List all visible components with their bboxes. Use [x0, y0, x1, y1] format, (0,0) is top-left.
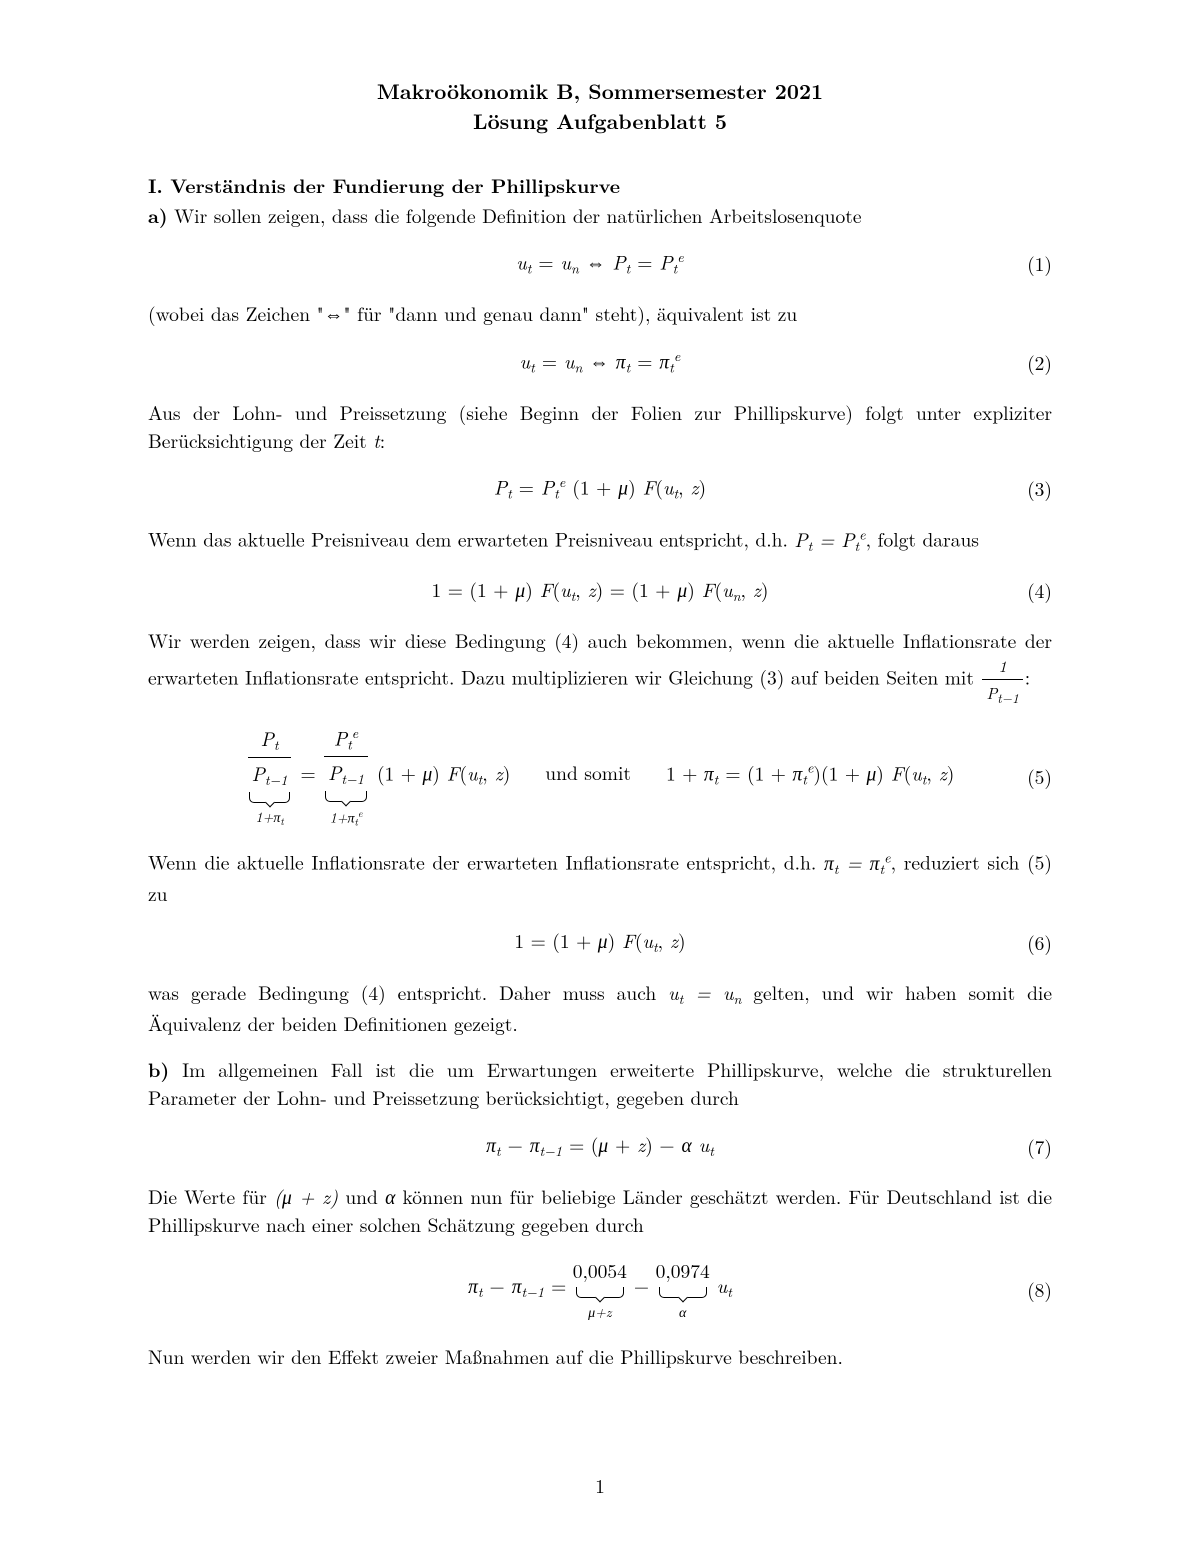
equation-2: ut = un ⇔ πt = πte (2): [148, 344, 1052, 380]
paragraph-die-werte: Die Werte für (μ + z) und α können nun f…: [148, 1182, 1052, 1239]
underbrace-top: 0,0054: [573, 1256, 627, 1284]
section-title: I. Verständnis der Fundierung der Philli…: [148, 171, 1052, 199]
equation-8: πt − πt−1 = 0,0054 μ+z − 0,0974 α ut (8): [148, 1254, 1052, 1324]
underbrace-label: 1+πt: [246, 807, 294, 828]
equation-number: (6): [1027, 928, 1052, 956]
text: und: [338, 1182, 385, 1210]
paragraph-was-gerade: was gerade Bedingung (4) entspricht. Dah…: [148, 978, 1052, 1038]
equation-number: (2): [1027, 348, 1052, 376]
equation-4: 1 = (1 + μ) F(ut, z) = (1 + μ) F(un, z) …: [148, 572, 1052, 608]
underbrace-alpha: 0,0974 α: [656, 1256, 710, 1322]
inline-math: (μ + z): [274, 1182, 338, 1210]
inline-math: ut = un: [668, 978, 741, 1006]
equation-body: PtPt−1 1+πt = PtePt−1 1+πte (1 + μ) F(ut…: [246, 723, 955, 829]
equation-body: 1 = (1 + μ) F(ut, z): [514, 926, 685, 957]
header-line-2: Lösung Aufgabenblatt 5: [148, 106, 1052, 136]
underbrace-top: 0,0974: [656, 1256, 710, 1284]
equation-body: πt − πt−1 = (μ + z) − α ut: [486, 1130, 714, 1161]
text: Im allgemeinen Fall ist die um Erwartung…: [148, 1055, 1052, 1111]
document-header: Makroökonomik B, Sommersemester 2021 Lös…: [148, 76, 1052, 137]
text: Wir werden zeigen, dass wir diese Beding…: [148, 626, 1052, 691]
paragraph-wenn-infl: Wenn die aktuelle Inflationsrate der erw…: [148, 847, 1052, 907]
equation-number: (4): [1027, 576, 1052, 604]
equation-number: (8): [1027, 1275, 1052, 1303]
underbrace-muz: 0,0054 μ+z: [573, 1256, 627, 1322]
equation-number: (5): [1027, 762, 1052, 790]
text: Wir sollen zeigen, dass die folgende Def…: [168, 201, 862, 229]
equation-6: 1 = (1 + μ) F(ut, z) (6): [148, 924, 1052, 960]
equation-body: ut = un ⇔ Pt = Pte: [516, 247, 684, 279]
underbrace-label: α: [656, 1302, 710, 1322]
document-page: Makroökonomik B, Sommersemester 2021 Lös…: [0, 0, 1200, 1553]
equation-number: (3): [1027, 474, 1052, 502]
tail: ut: [717, 1271, 732, 1299]
text: Aus der Lohn- und Preissetzung (siehe Be…: [148, 398, 1052, 454]
inline-math: πt = πte: [824, 848, 891, 876]
text: Die Werte für: [148, 1182, 274, 1210]
paragraph-wir-werden: Wir werden zeigen, dass wir diese Beding…: [148, 626, 1052, 707]
equation-number: (7): [1027, 1132, 1052, 1160]
paragraph-nun-werden: Nun werden wir den Effekt zweier Maßnahm…: [148, 1342, 1052, 1370]
inline-math: Pt = Pte: [794, 525, 865, 553]
underbrace-label: 1+πte: [322, 806, 370, 829]
underbrace-label: μ+z: [573, 1302, 627, 1322]
text: Wenn das aktuelle Preisniveau dem erwart…: [148, 525, 794, 553]
paragraph-wobei: (wobei das Zeichen "⇔" für "dann und gen…: [148, 299, 1052, 327]
paragraph-b-intro: b) Im allgemeinen Fall ist die um Erwart…: [148, 1055, 1052, 1112]
numerator: 1: [982, 654, 1022, 678]
inline-fraction: 1Pt−1: [982, 654, 1022, 707]
equation-7: πt − πt−1 = (μ + z) − α ut (7): [148, 1128, 1052, 1164]
text: was gerade Bedingung (4) entspricht. Dah…: [148, 978, 668, 1006]
header-line-1: Makroökonomik B, Sommersemester 2021: [148, 76, 1052, 106]
equation-number: (1): [1027, 249, 1052, 277]
equation-body: ut = un ⇔ πt = πte: [520, 346, 681, 378]
text: :: [380, 426, 385, 454]
equation-1: ut = un ⇔ Pt = Pte (1): [148, 245, 1052, 281]
paragraph-a-intro: a) Wir sollen zeigen, dass die folgende …: [148, 201, 1052, 229]
inline-math: α: [385, 1182, 395, 1210]
equation-5: PtPt−1 1+πt = PtePt−1 1+πte (1 + μ) F(ut…: [148, 723, 1052, 829]
denominator: Pt−1: [982, 679, 1022, 708]
equation-connector: und somit: [545, 758, 631, 786]
text: Wenn die aktuelle Inflationsrate der erw…: [148, 848, 824, 876]
page-number: 1: [0, 1471, 1200, 1499]
minus: −: [634, 1271, 656, 1299]
equation-body: Pt = Pte (1 + μ) F(ut, z): [494, 472, 706, 504]
equation-body: 1 = (1 + μ) F(ut, z) = (1 + μ) F(un, z): [432, 575, 769, 606]
equation-3: Pt = Pte (1 + μ) F(ut, z) (3): [148, 470, 1052, 506]
text: , folgt daraus: [866, 525, 979, 553]
underbrace-mid: PtePt−1 1+πte: [322, 723, 370, 829]
paragraph-wenn-preis: Wenn das aktuelle Preisniveau dem erwart…: [148, 524, 1052, 556]
item-label-b: b): [148, 1055, 169, 1083]
item-label-a: a): [148, 201, 168, 229]
text: :: [1025, 663, 1030, 691]
underbrace-lhs: PtPt−1 1+πt: [246, 724, 294, 828]
equation-body: πt − πt−1 = 0,0054 μ+z − 0,0974 α ut: [468, 1256, 732, 1322]
paragraph-lohnpreis: Aus der Lohn- und Preissetzung (siehe Be…: [148, 398, 1052, 455]
